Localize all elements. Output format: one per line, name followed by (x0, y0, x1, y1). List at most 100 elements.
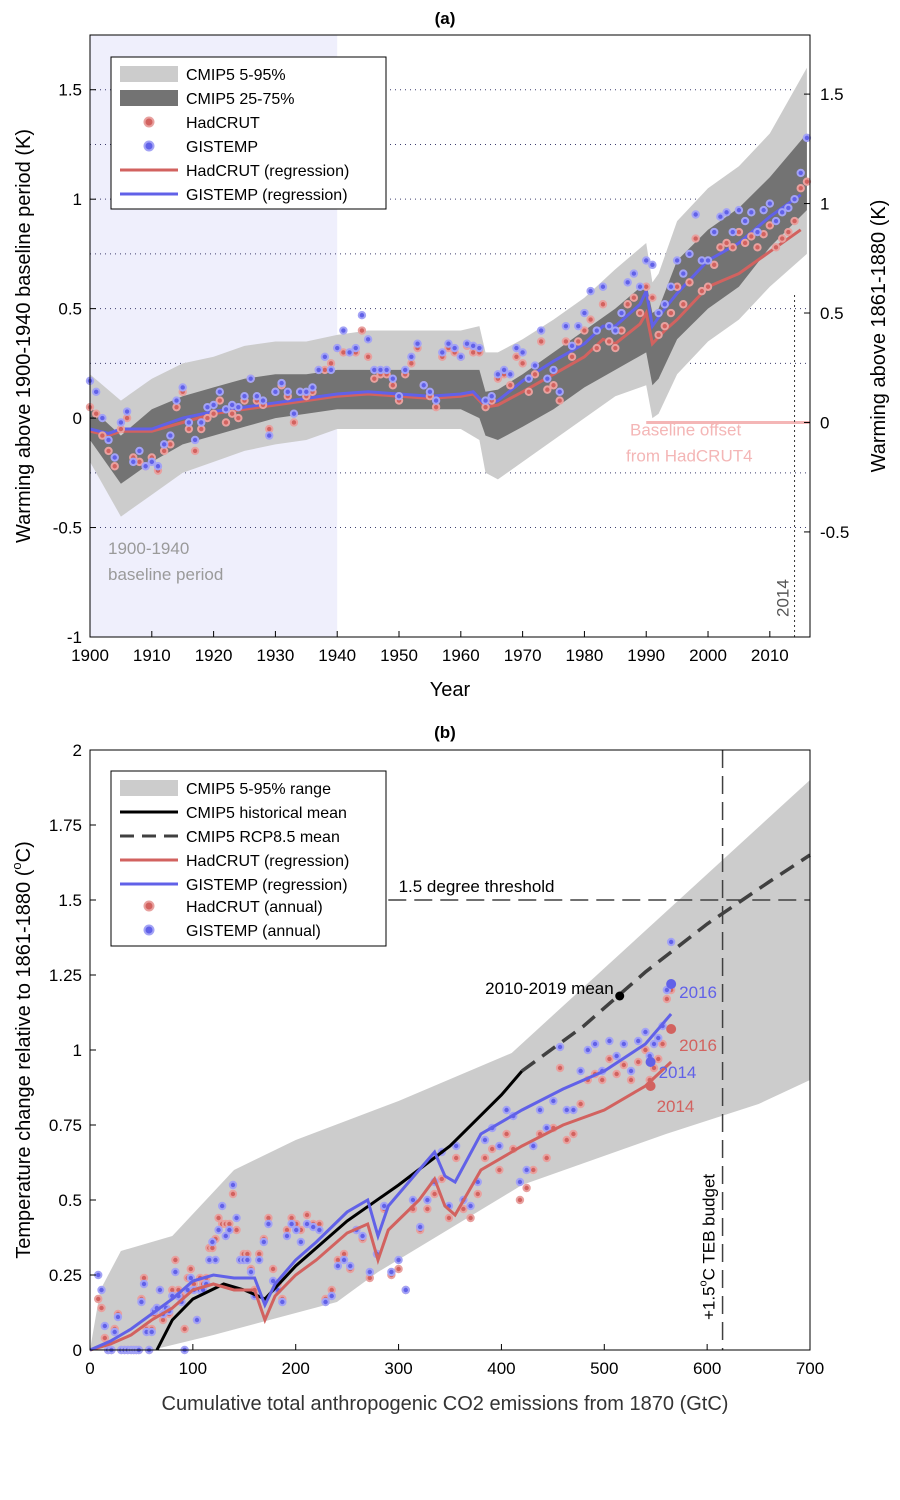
gistemp-point (611, 326, 620, 335)
gistemp-annual-point (100, 1321, 110, 1331)
gistemp-point (771, 216, 781, 226)
gistemp-annual-point (365, 1267, 374, 1277)
hadcrut-point (190, 446, 200, 456)
hadcrut-point (716, 243, 725, 252)
gistemp-point (166, 431, 175, 440)
legend-label: GISTEMP (regression) (186, 877, 348, 894)
x-tick-label: 700 (796, 1359, 824, 1378)
hadcrut-annual-point (605, 1054, 614, 1064)
hadcrut-point (234, 413, 243, 423)
hadcrut-point (697, 286, 707, 296)
right-tick-label: 1.5 (820, 85, 844, 104)
gistemp-point (475, 343, 484, 353)
x-tick-label: 1960 (442, 646, 480, 665)
hadcrut-point (184, 424, 194, 434)
legend-label: HadCRUT (regression) (186, 163, 349, 180)
hadcrut-point (765, 221, 775, 230)
gistemp-point (209, 400, 218, 410)
hadcrut-point (574, 337, 583, 346)
hadcrut-point (802, 177, 812, 186)
legend-label: CMIP5 RCP8.5 mean (186, 829, 340, 846)
hadcrut-annual-point (555, 1063, 565, 1073)
y-tick-label: 1 (73, 190, 82, 209)
hadcrut-annual-point (654, 1054, 663, 1064)
cmip5-25-75-band (90, 133, 807, 484)
gistemp-point (536, 326, 546, 335)
gistemp-point (271, 387, 280, 397)
hadcrut-annual-point (186, 1264, 196, 1274)
hadcrut-point (506, 381, 515, 390)
hadcrut-annual-point (634, 1057, 643, 1067)
gistemp-annual-point (171, 1267, 180, 1277)
x-tick-label: 1970 (504, 646, 542, 665)
hadcrut-point (530, 370, 540, 379)
gistemp-point (345, 348, 354, 357)
y-tick-label: 0 (73, 1341, 82, 1360)
legend-label: CMIP5 25-75% (186, 91, 295, 108)
hadcrut-point (679, 300, 688, 309)
gistemp-point (302, 387, 311, 397)
hadcrut-annual-point (423, 1204, 432, 1214)
x-tick-label: 1900 (71, 646, 109, 665)
hadcrut-point (363, 352, 373, 361)
hadcrut-point (536, 337, 546, 346)
baseline-label-line1: 1900-1940 (108, 539, 189, 558)
gistemp-annual-point (415, 1222, 425, 1232)
hadcrut-annual-point (522, 1183, 531, 1193)
gistemp-point (425, 387, 435, 397)
gistemp-annual-point (264, 1219, 273, 1229)
right-tick-label: 1 (820, 195, 829, 214)
hadcrut-annual-point (444, 1213, 454, 1223)
hadcrut-annual-point (487, 1144, 497, 1154)
gistemp-annual-point (466, 1201, 475, 1211)
gistemp-point (320, 352, 330, 361)
panel-b-title: (b) (434, 723, 456, 742)
panel-b-legend: CMIP5 5-95% range CMIP5 historical mean … (110, 770, 387, 947)
gistemp-point (116, 418, 126, 427)
gistemp-point (184, 418, 194, 427)
gistemp-2016-label: 2016 (679, 983, 717, 1002)
gistemp-annual-point (662, 985, 672, 995)
hadcrut-point (512, 352, 521, 361)
gistemp-point (407, 352, 416, 361)
gistemp-point (159, 440, 169, 449)
gistemp-point (326, 365, 336, 375)
hadcrut-point (518, 359, 527, 368)
gistemp-annual-point (515, 1177, 525, 1187)
hadcrut-point (91, 409, 101, 418)
gistemp-point (91, 387, 101, 397)
panel-a-x-ticks: 1900 1910 1920 1930 1940 1950 1960 1970 1980 1990… (71, 631, 789, 665)
gistemp-point (98, 413, 107, 423)
hadcrut-point (567, 352, 577, 361)
gistemp-annual-point (217, 1201, 227, 1211)
y-tick-label: 0.75 (49, 1116, 82, 1135)
hadcrut-annual-point (437, 1174, 446, 1184)
y-tick-label: 0.5 (58, 300, 82, 319)
hadcrut-point (710, 260, 719, 270)
gistemp-annual-point (282, 1231, 292, 1241)
gistemp-point (104, 435, 113, 445)
gistemp-point (141, 462, 150, 471)
legend-swatch-5-95 (120, 66, 178, 82)
gistemp-point (450, 343, 459, 353)
gistemp-point (518, 348, 527, 357)
gistemp-point (388, 374, 398, 383)
panel-b-y-label-part: Temperature change relative to 1861-1880… (13, 869, 35, 1258)
gistemp-point (753, 227, 762, 237)
gistemp-point (567, 341, 577, 351)
gistemp-annual-points (94, 937, 676, 1355)
panel-a-y-ticks: -1 -0.5 0 0.5 1 1.5 (53, 81, 96, 647)
gistemp-point (592, 326, 601, 335)
gistemp-annual-point (666, 937, 676, 947)
hadcrut-annual-point (180, 1324, 189, 1334)
teb-budget-label-part: C TEB budget (700, 1174, 719, 1281)
offset-label-line1: Baseline offset (630, 421, 741, 440)
panel-b-y-label: Temperature change relative to 1861-1880… (9, 841, 35, 1258)
hadcrut-point (227, 409, 237, 418)
hadcrut-annual-point (612, 1069, 621, 1079)
gistemp-point (240, 392, 249, 401)
legend-label: CMIP5 5-95% (186, 67, 286, 84)
gistemp-point (314, 365, 323, 375)
gistemp-point (308, 383, 317, 392)
gistemp-point (506, 370, 515, 379)
